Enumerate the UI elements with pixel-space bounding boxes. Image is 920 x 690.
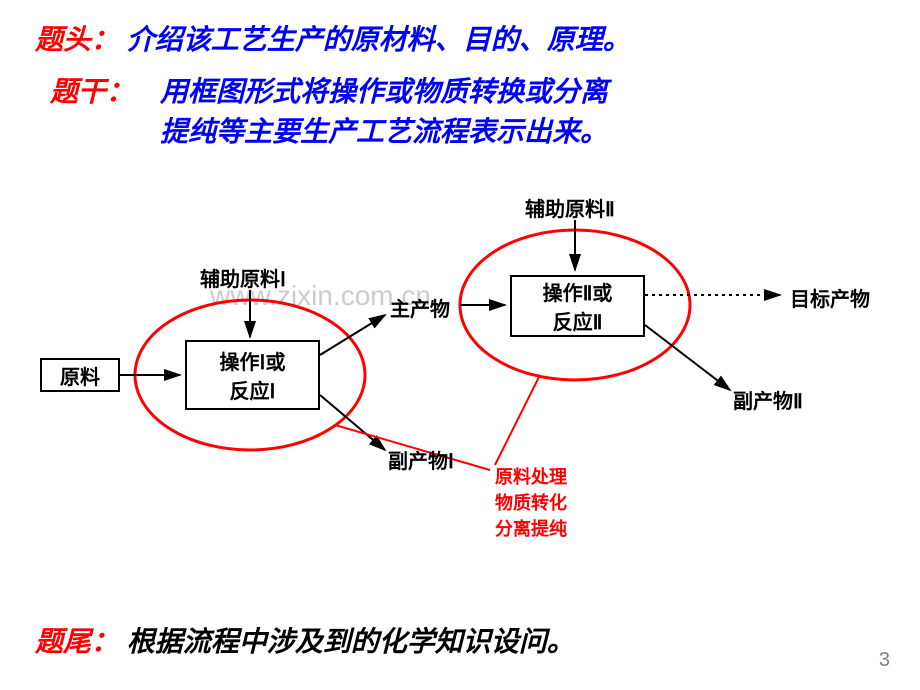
op1-line1: 操作Ⅰ或 <box>220 346 286 375</box>
page-number: 3 <box>879 649 890 672</box>
main-product-label: 主产物 <box>390 293 450 322</box>
aux2-label: 辅助原料Ⅱ <box>525 193 615 222</box>
anno2: 物质转化 <box>495 489 567 515</box>
footer-text: 根据流程中涉及到的化学知识设问。 <box>127 626 575 657</box>
op1-line2: 反应Ⅰ <box>230 375 276 404</box>
aux1-label: 辅助原料Ⅰ <box>200 263 286 292</box>
op2-line2: 反应Ⅱ <box>553 306 603 335</box>
flowchart: www.zixin.com.cn 原料 <box>30 175 900 575</box>
anno3: 分离提纯 <box>495 515 567 541</box>
by2-label: 副产物Ⅱ <box>733 385 803 414</box>
header2-text1: 用框图形式将操作或物质转换或分离 <box>160 70 608 110</box>
raw-material-label: 原料 <box>60 361 100 390</box>
anno1: 原料处理 <box>495 463 567 489</box>
flow-svg <box>30 175 900 575</box>
footer-label: 题尾： <box>35 626 119 657</box>
header2-label-wrap: 题干： <box>50 70 134 110</box>
op2-line1: 操作Ⅱ或 <box>543 277 613 306</box>
header1: 题头： 介绍该工艺生产的原材料、目的、原理。 <box>35 18 631 58</box>
footer: 题尾： 根据流程中涉及到的化学知识设问。 <box>35 620 575 660</box>
by1-label: 副产物Ⅰ <box>388 445 454 474</box>
box-op1: 操作Ⅰ或 反应Ⅰ <box>185 340 320 410</box>
box-op2: 操作Ⅱ或 反应Ⅱ <box>510 275 645 337</box>
box-raw: 原料 <box>40 358 120 392</box>
header2-label: 题干： <box>50 76 134 107</box>
header1-label: 题头： <box>35 24 119 55</box>
header1-text: 介绍该工艺生产的原材料、目的、原理。 <box>127 24 631 55</box>
target-label: 目标产物 <box>790 283 870 312</box>
header2-text2: 提纯等主要生产工艺流程表示出来。 <box>160 110 608 150</box>
